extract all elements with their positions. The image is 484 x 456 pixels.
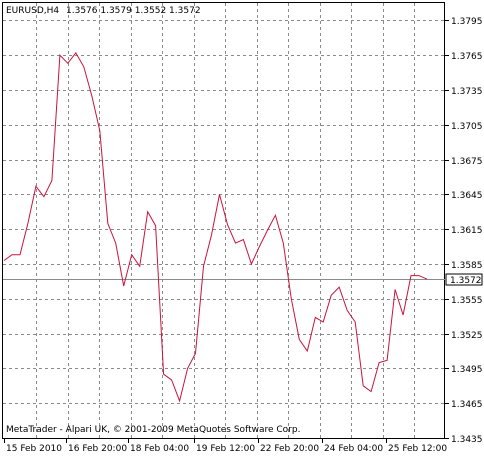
y-tick-label: 1.3525 (451, 331, 483, 341)
y-axis: 1.3795 1.3765 1.3735 1.3705 1.3675 1.3645 1.36… (445, 17, 483, 445)
x-tick-label: 19 Feb 12:00 (196, 444, 255, 454)
y-tick-label: 1.3465 (451, 400, 483, 410)
current-price-badge: 1.3572 (445, 273, 483, 286)
current-price-label: 1.3572 (450, 276, 482, 286)
current-price-badge-box (445, 273, 483, 286)
x-tick-label: 18 Feb 04:00 (130, 444, 189, 454)
grid-layer (3, 3, 445, 438)
y-tick-label: 1.3495 (451, 365, 483, 375)
x-tick-label: 25 Feb 12:00 (388, 444, 447, 454)
series-layer (3, 52, 428, 403)
price-series-line (3, 52, 428, 403)
x-tick-label: 22 Feb 20:00 (260, 444, 319, 454)
x-tick-label: 24 Feb 04:00 (324, 444, 383, 454)
y-tick-label: 1.3675 (451, 157, 483, 167)
y-tick-label: 1.3765 (451, 52, 483, 62)
y-tick-label: 1.3645 (451, 191, 483, 201)
ohlc-values-label: 1.3576 1.3579 1.3552 1.3572 (66, 6, 201, 16)
y-tick-label: 1.3435 (451, 435, 483, 445)
plot-frame (2, 2, 445, 439)
y-tick-label: 1.3615 (451, 226, 483, 236)
symbol-timeframe-label: EURUSD,H4 (6, 6, 59, 16)
y-tick-label: 1.3705 (451, 122, 483, 132)
y-tick-label: 1.3795 (451, 17, 483, 27)
x-tick-label: 15 Feb 2010 (6, 444, 62, 454)
y-tick-label: 1.3735 (451, 87, 483, 97)
x-axis: 15 Feb 2010 16 Feb 20:00 18 Feb 04:00 19 Fe… (4, 438, 447, 454)
y-tick-label: 1.3585 (451, 261, 483, 271)
x-tick-label: 16 Feb 20:00 (68, 444, 127, 454)
copyright-label: MetaTrader - Alpari UK, © 2001-2009 Meta… (6, 425, 300, 435)
y-tick-label: 1.3555 (451, 296, 483, 306)
